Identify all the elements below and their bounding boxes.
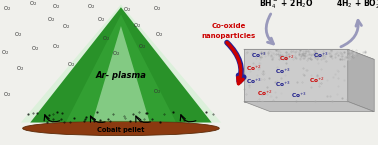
- Polygon shape: [244, 49, 374, 59]
- Text: Co$^{+3}$: Co$^{+3}$: [251, 50, 267, 60]
- Polygon shape: [21, 4, 221, 123]
- Text: O$_2$: O$_2$: [122, 5, 131, 14]
- Text: O$_2$: O$_2$: [29, 0, 37, 8]
- Text: Co$^{+3}$: Co$^{+3}$: [291, 91, 307, 100]
- Text: nanoparticles: nanoparticles: [201, 33, 256, 39]
- Text: O$_2$: O$_2$: [3, 91, 12, 99]
- Text: Co$^{+3}$: Co$^{+3}$: [246, 77, 262, 86]
- Text: O$_2$: O$_2$: [62, 22, 70, 31]
- Text: O$_2$: O$_2$: [155, 30, 164, 39]
- Polygon shape: [244, 102, 374, 112]
- Text: Cobalt pellet: Cobalt pellet: [97, 127, 145, 133]
- Polygon shape: [348, 49, 374, 112]
- Polygon shape: [30, 7, 212, 123]
- Text: O$_2$: O$_2$: [52, 42, 60, 51]
- Text: O$_2$: O$_2$: [112, 49, 121, 58]
- Text: Co$^{+3}$: Co$^{+3}$: [275, 79, 291, 89]
- Text: O$_2$: O$_2$: [87, 2, 95, 11]
- Polygon shape: [66, 14, 176, 122]
- Text: O$_2$: O$_2$: [153, 87, 161, 96]
- Text: Co$^{+3}$: Co$^{+3}$: [313, 51, 329, 60]
- Text: O$_2$: O$_2$: [153, 4, 161, 13]
- Text: O$_2$: O$_2$: [14, 30, 22, 39]
- Text: Co$^{+2}$: Co$^{+2}$: [310, 76, 325, 85]
- Text: Co$^{+2}$: Co$^{+2}$: [246, 64, 262, 73]
- Text: Co-oxide: Co-oxide: [212, 23, 246, 29]
- Polygon shape: [93, 26, 149, 121]
- Text: O$_2$: O$_2$: [52, 2, 60, 11]
- Ellipse shape: [23, 121, 219, 136]
- Text: O$_2$: O$_2$: [16, 64, 24, 73]
- Text: BH$_4^-$ + 2H$_2$O: BH$_4^-$ + 2H$_2$O: [259, 0, 314, 11]
- Text: O$_2$: O$_2$: [3, 4, 12, 13]
- Text: Co$^{+2}$: Co$^{+2}$: [257, 89, 273, 98]
- Text: O$_2$: O$_2$: [31, 44, 40, 53]
- Text: O$_2$: O$_2$: [97, 15, 105, 24]
- Text: O$_2$: O$_2$: [1, 48, 9, 57]
- Text: O$_2$: O$_2$: [133, 21, 141, 30]
- Text: O$_2$: O$_2$: [102, 35, 110, 43]
- Text: O$_2$: O$_2$: [46, 15, 55, 24]
- Text: Co$^{+3}$: Co$^{+3}$: [275, 66, 291, 76]
- Polygon shape: [244, 49, 348, 102]
- Text: Co$^{+2}$: Co$^{+2}$: [279, 53, 295, 63]
- Text: Ar- plasma: Ar- plasma: [96, 71, 146, 80]
- Text: O$_2$: O$_2$: [138, 42, 146, 51]
- Text: O$_2$: O$_2$: [67, 60, 75, 69]
- Text: 4H$_2$ + BO$_2^-$: 4H$_2$ + BO$_2^-$: [336, 0, 378, 11]
